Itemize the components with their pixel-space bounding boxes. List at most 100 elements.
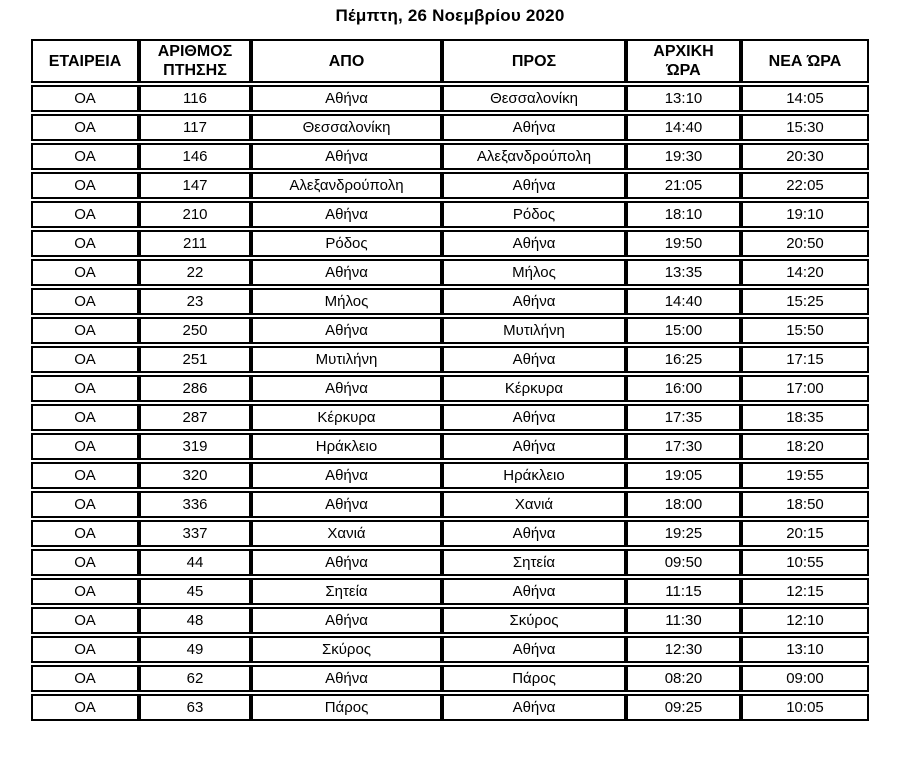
table-cell: ΟΑ xyxy=(31,201,139,228)
table-cell: Αθήνα xyxy=(442,114,626,141)
table-cell: Αθήνα xyxy=(442,288,626,315)
table-cell: Αθήνα xyxy=(442,346,626,373)
table-cell: 319 xyxy=(139,433,251,460)
table-cell: Αθήνα xyxy=(251,317,442,344)
table-row: ΟΑ 116 Αθήνα Θεσσαλονίκη 13:10 14:05 xyxy=(31,85,869,112)
table-cell: Αθήνα xyxy=(251,375,442,402)
table-cell: ΟΑ xyxy=(31,549,139,576)
table-cell: 12:30 xyxy=(626,636,741,663)
table-cell: 19:10 xyxy=(741,201,869,228)
table-row: ΟΑ 63 Πάρος Αθήνα 09:25 10:05 xyxy=(31,694,869,721)
table-cell: Αθήνα xyxy=(442,433,626,460)
table-cell: 18:00 xyxy=(626,491,741,518)
table-cell: Αθήνα xyxy=(442,230,626,257)
table-cell: 11:15 xyxy=(626,578,741,605)
table-row: ΟΑ 48 Αθήνα Σκύρος 11:30 12:10 xyxy=(31,607,869,634)
table-row: ΟΑ 250 Αθήνα Μυτιλήνη 15:00 15:50 xyxy=(31,317,869,344)
table-row: ΟΑ 62 Αθήνα Πάρος 08:20 09:00 xyxy=(31,665,869,692)
table-cell: Σητεία xyxy=(251,578,442,605)
table-cell: ΟΑ xyxy=(31,230,139,257)
table-cell: Αθήνα xyxy=(251,259,442,286)
table-cell: Μήλος xyxy=(442,259,626,286)
table-cell: 15:25 xyxy=(741,288,869,315)
table-cell: 336 xyxy=(139,491,251,518)
table-cell: Θεσσαλονίκη xyxy=(251,114,442,141)
table-row: ΟΑ 210 Αθήνα Ρόδος 18:10 19:10 xyxy=(31,201,869,228)
table-cell: Μυτιλήνη xyxy=(442,317,626,344)
table-cell: 13:35 xyxy=(626,259,741,286)
table-cell: 45 xyxy=(139,578,251,605)
table-cell: Πάρος xyxy=(442,665,626,692)
table-cell: Ηράκλειο xyxy=(442,462,626,489)
table-cell: Αλεξανδρούπολη xyxy=(251,172,442,199)
table-cell: ΟΑ xyxy=(31,85,139,112)
table-cell: 19:50 xyxy=(626,230,741,257)
table-cell: 16:00 xyxy=(626,375,741,402)
table-cell: 286 xyxy=(139,375,251,402)
table-cell: Αθήνα xyxy=(442,578,626,605)
table-row: ΟΑ 287 Κέρκυρα Αθήνα 17:35 18:35 xyxy=(31,404,869,431)
table-cell: 44 xyxy=(139,549,251,576)
table-cell: Θεσσαλονίκη xyxy=(442,85,626,112)
table-cell: 10:05 xyxy=(741,694,869,721)
table-cell: Αθήνα xyxy=(442,404,626,431)
column-header: ΕΤΑΙΡΕΙΑ xyxy=(31,39,139,83)
table-cell: 210 xyxy=(139,201,251,228)
table-cell: ΟΑ xyxy=(31,114,139,141)
table-cell: 15:30 xyxy=(741,114,869,141)
table-cell: 14:40 xyxy=(626,288,741,315)
table-cell: 19:30 xyxy=(626,143,741,170)
table-cell: Αθήνα xyxy=(251,143,442,170)
table-cell: ΟΑ xyxy=(31,665,139,692)
table-row: ΟΑ 44 Αθήνα Σητεία 09:50 10:55 xyxy=(31,549,869,576)
table-cell: ΟΑ xyxy=(31,607,139,634)
table-cell: 62 xyxy=(139,665,251,692)
table-cell: 12:15 xyxy=(741,578,869,605)
table-cell: 49 xyxy=(139,636,251,663)
table-cell: Αλεξανδρούπολη xyxy=(442,143,626,170)
column-header: ΑΡΧΙΚΗ ΏΡΑ xyxy=(626,39,741,83)
table-cell: 337 xyxy=(139,520,251,547)
table-cell: 18:35 xyxy=(741,404,869,431)
table-cell: 19:25 xyxy=(626,520,741,547)
table-cell: Ηράκλειο xyxy=(251,433,442,460)
table-cell: 17:30 xyxy=(626,433,741,460)
column-header: ΑΠΟ xyxy=(251,39,442,83)
table-cell: 09:50 xyxy=(626,549,741,576)
table-cell: 17:15 xyxy=(741,346,869,373)
table-cell: Σητεία xyxy=(442,549,626,576)
table-cell: 22 xyxy=(139,259,251,286)
table-cell: ΟΑ xyxy=(31,375,139,402)
table-cell: ΟΑ xyxy=(31,172,139,199)
table-header-row: ΕΤΑΙΡΕΙΑ ΑΡΙΘΜΟΣ ΠΤΗΣΗΣ ΑΠΟ ΠΡΟΣ ΑΡΧΙΚΗ ΏΡΑ Ν… xyxy=(31,39,869,83)
table-cell: ΟΑ xyxy=(31,462,139,489)
table-cell: Σκύρος xyxy=(442,607,626,634)
flight-schedule-table: ΕΤΑΙΡΕΙΑ ΑΡΙΘΜΟΣ ΠΤΗΣΗΣ ΑΠΟ ΠΡΟΣ ΑΡΧΙΚΗ ΏΡΑ Ν… xyxy=(31,37,869,723)
table-cell: 117 xyxy=(139,114,251,141)
table-cell: 20:15 xyxy=(741,520,869,547)
table-cell: ΟΑ xyxy=(31,636,139,663)
table-cell: 17:00 xyxy=(741,375,869,402)
table-cell: 21:05 xyxy=(626,172,741,199)
table-cell: Κέρκυρα xyxy=(442,375,626,402)
table-cell: ΟΑ xyxy=(31,404,139,431)
table-cell: Αθήνα xyxy=(442,172,626,199)
table-cell: ΟΑ xyxy=(31,578,139,605)
table-cell: ΟΑ xyxy=(31,520,139,547)
table-cell: 147 xyxy=(139,172,251,199)
table-row: ΟΑ 320 Αθήνα Ηράκλειο 19:05 19:55 xyxy=(31,462,869,489)
table-row: ΟΑ 147 Αλεξανδρούπολη Αθήνα 21:05 22:05 xyxy=(31,172,869,199)
table-row: ΟΑ 23 Μήλος Αθήνα 14:40 15:25 xyxy=(31,288,869,315)
table-cell: Μήλος xyxy=(251,288,442,315)
table-cell: Κέρκυρα xyxy=(251,404,442,431)
table-row: ΟΑ 146 Αθήνα Αλεξανδρούπολη 19:30 20:30 xyxy=(31,143,869,170)
table-cell: 09:25 xyxy=(626,694,741,721)
table-cell: Αθήνα xyxy=(251,462,442,489)
table-row: ΟΑ 336 Αθήνα Χανιά 18:00 18:50 xyxy=(31,491,869,518)
column-header: ΝΕΑ ΏΡΑ xyxy=(741,39,869,83)
table-cell: Πάρος xyxy=(251,694,442,721)
flight-table-body: ΟΑ 116 Αθήνα Θεσσαλονίκη 13:10 14:05 ΟΑ 117 Θεσσ… xyxy=(31,85,869,721)
table-cell: 146 xyxy=(139,143,251,170)
table-cell: 63 xyxy=(139,694,251,721)
